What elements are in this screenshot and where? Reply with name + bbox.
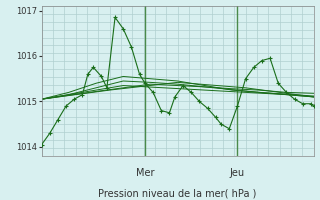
Text: Mer: Mer (136, 168, 154, 178)
Text: Pression niveau de la mer( hPa ): Pression niveau de la mer( hPa ) (99, 189, 257, 199)
Text: Jeu: Jeu (230, 168, 245, 178)
